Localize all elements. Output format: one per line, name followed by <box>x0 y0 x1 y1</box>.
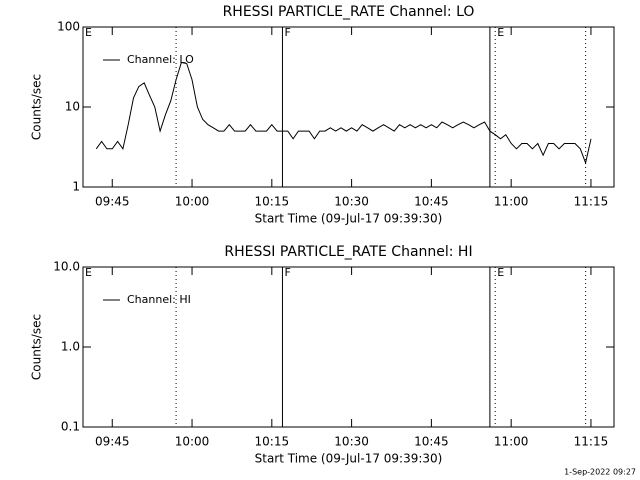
x-tick-label: 11:15 <box>574 195 609 209</box>
x-tick-label: 10:30 <box>334 195 369 209</box>
event-label: E <box>497 266 504 279</box>
event-label: F <box>284 26 290 39</box>
legend-label: Channel: LO <box>127 53 194 66</box>
chart-title: RHESSI PARTICLE_RATE Channel: LO <box>223 4 475 20</box>
y-tick-label: 0.1 <box>61 420 80 434</box>
chart-title: RHESSI PARTICLE_RATE Channel: HI <box>224 244 472 260</box>
plot-frame <box>82 26 615 188</box>
x-tick-label: 10:00 <box>175 195 210 209</box>
y-tick-label: 10 <box>65 100 80 114</box>
x-tick-label: 10:15 <box>255 435 290 449</box>
plot-frame <box>82 266 615 428</box>
y-tick-label: 1.0 <box>61 340 80 354</box>
x-tick-label: 09:45 <box>95 435 130 449</box>
x-tick-label: 11:15 <box>574 435 609 449</box>
event-label: E <box>85 266 92 279</box>
x-axis-label: Start Time (09-Jul-17 09:39:30) <box>255 452 443 466</box>
x-tick-label: 09:45 <box>95 195 130 209</box>
event-label: E <box>497 26 504 39</box>
x-tick-label: 11:00 <box>494 195 529 209</box>
event-label: F <box>284 266 290 279</box>
x-tick-label: 10:00 <box>175 435 210 449</box>
x-axis-label: Start Time (09-Jul-17 09:39:30) <box>255 212 443 226</box>
x-tick-label: 11:00 <box>494 435 529 449</box>
y-axis-label: Counts/sec <box>30 314 44 380</box>
data-line <box>95 61 592 165</box>
y-tick-label: 100 <box>57 20 80 34</box>
legend-label: Channel: HI <box>127 293 191 306</box>
y-axis-label: Counts/sec <box>30 74 44 140</box>
event-label: E <box>85 26 92 39</box>
x-tick-label: 10:15 <box>255 195 290 209</box>
x-tick-label: 10:30 <box>334 435 369 449</box>
x-tick-label: 10:45 <box>414 435 449 449</box>
y-tick-label: 1 <box>72 180 80 194</box>
footer: 1-Sep-2022 09:27 <box>564 468 636 477</box>
x-tick-label: 10:45 <box>414 195 449 209</box>
y-tick-label: 10.0 <box>53 260 80 274</box>
